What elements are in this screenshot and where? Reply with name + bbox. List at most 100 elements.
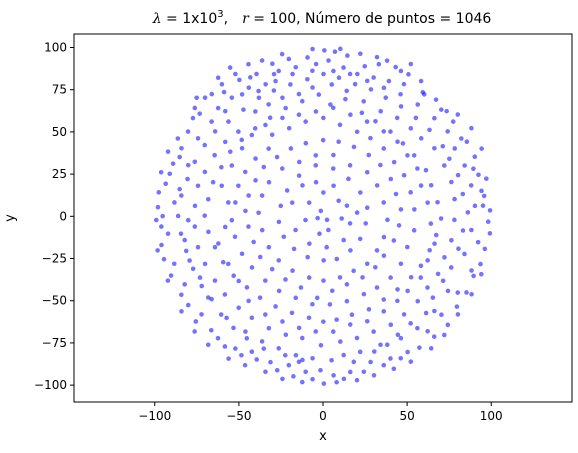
y-tick-label: −75 xyxy=(42,336,67,350)
scatter-point xyxy=(381,146,387,151)
scatter-point xyxy=(199,283,204,289)
scatter-point xyxy=(438,107,444,112)
scatter-point xyxy=(371,373,377,378)
scatter-point xyxy=(418,78,424,84)
scatter-point xyxy=(341,65,346,70)
scatter-point xyxy=(334,379,339,385)
scatter-point xyxy=(398,104,404,109)
scatter-point xyxy=(368,87,374,92)
scatter-point xyxy=(239,352,244,358)
scatter-point xyxy=(293,295,299,301)
scatter-point xyxy=(313,329,319,334)
scatter-point xyxy=(283,332,289,338)
scatter-point xyxy=(252,126,258,131)
scatter-point xyxy=(276,258,282,263)
scatter-point xyxy=(239,137,245,143)
scatter-point xyxy=(388,322,394,327)
scatter-point xyxy=(296,173,302,178)
scatter-point xyxy=(364,261,370,267)
scatter-point xyxy=(462,251,467,257)
scatter-point xyxy=(408,274,414,280)
scatter-point xyxy=(249,315,255,321)
scatter-point xyxy=(212,152,217,158)
scatter-point xyxy=(182,237,187,243)
scatter-point xyxy=(242,362,248,368)
scatter-point xyxy=(286,362,292,368)
scatter-point xyxy=(233,200,238,205)
scatter-point xyxy=(408,359,414,364)
scatter-point xyxy=(185,217,191,223)
scatter-point xyxy=(293,227,298,233)
scatter-point xyxy=(358,51,363,57)
scatter-point xyxy=(266,179,272,185)
scatter-point xyxy=(296,91,302,97)
scatter-point xyxy=(445,288,451,294)
scatter-point xyxy=(395,139,400,144)
scatter-point xyxy=(283,352,288,358)
scatter-point xyxy=(310,68,315,74)
scatter-point xyxy=(249,265,255,270)
scatter-point xyxy=(259,339,265,344)
scatter-point xyxy=(175,136,181,141)
scatter-point xyxy=(427,127,432,133)
y-tick-label: 0 xyxy=(59,209,67,223)
scatter-point xyxy=(300,183,305,188)
scatter-point xyxy=(222,108,228,114)
scatter-point xyxy=(386,78,392,84)
scatter-point xyxy=(246,224,251,229)
scatter-point xyxy=(160,213,165,219)
scatter-point xyxy=(236,278,242,284)
scatter-point xyxy=(415,102,421,107)
scatter-point xyxy=(468,183,474,188)
scatter-point xyxy=(471,273,476,279)
scatter-point xyxy=(475,239,481,245)
scatter-point xyxy=(345,53,350,58)
scatter-point xyxy=(254,71,259,77)
scatter-point xyxy=(388,356,393,361)
scatter-point xyxy=(324,244,330,250)
scatter-point xyxy=(479,271,484,277)
scatter-point xyxy=(257,254,263,260)
scatter-point xyxy=(442,332,447,338)
scatter-point xyxy=(185,162,191,168)
scatter-point xyxy=(205,342,211,348)
scatter-point xyxy=(271,71,277,77)
scatter-point xyxy=(215,335,221,341)
scatter-point xyxy=(445,322,451,328)
scatter-point xyxy=(449,237,454,243)
scatter-point xyxy=(471,166,476,172)
scatter-point xyxy=(321,115,326,121)
scatter-point xyxy=(418,183,424,188)
scatter-point xyxy=(428,182,434,188)
scatter-point xyxy=(418,136,424,141)
scatter-point xyxy=(281,234,287,240)
scatter-point xyxy=(233,346,238,351)
scatter-point xyxy=(455,290,461,295)
scatter-point xyxy=(332,49,338,55)
scatter-point xyxy=(197,275,203,280)
scatter-point xyxy=(361,369,367,375)
scatter-point xyxy=(256,88,261,94)
scatter-point xyxy=(218,312,224,317)
scatter-point xyxy=(246,61,251,67)
scatter-point xyxy=(313,153,319,158)
scatter-point xyxy=(222,344,228,349)
scatter-point xyxy=(274,367,280,373)
scatter-point xyxy=(257,295,263,300)
scatter-point xyxy=(361,99,367,104)
scatter-point xyxy=(452,146,458,151)
scatter-point xyxy=(418,263,424,269)
scatter-point xyxy=(430,295,436,300)
scatter-point xyxy=(431,334,437,339)
scatter-point xyxy=(417,345,422,350)
scatter-point xyxy=(300,98,305,104)
scatter-point xyxy=(357,349,363,355)
scatter-point xyxy=(256,210,261,216)
scatter-point xyxy=(273,78,278,84)
scatter-point xyxy=(155,248,160,253)
scatter-point xyxy=(348,248,353,253)
scatter-point xyxy=(435,271,441,277)
scatter-point xyxy=(360,275,365,280)
scatter-point xyxy=(306,315,312,321)
